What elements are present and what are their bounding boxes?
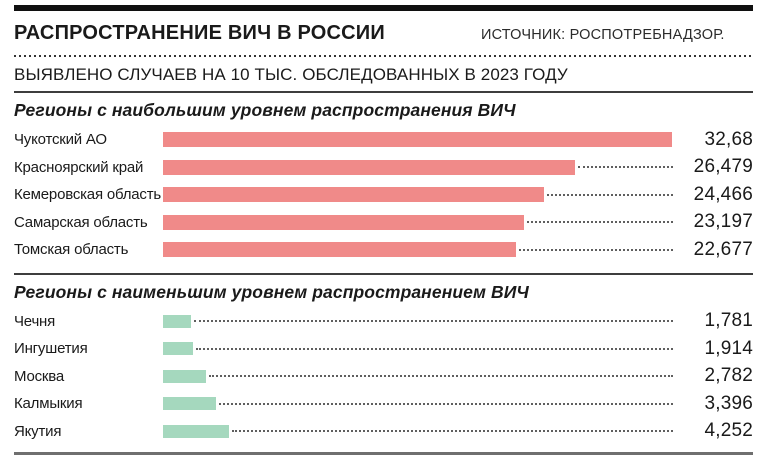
value-label: 22,677 <box>693 238 753 260</box>
chart-row: Томская область 22,677 <box>14 236 753 264</box>
separator-line <box>14 91 753 93</box>
value-bar <box>163 342 193 356</box>
dotted-separator <box>14 55 753 57</box>
region-label: Москва <box>14 367 65 385</box>
region-label: Ингушетия <box>14 340 88 358</box>
value-label: 2,782 <box>704 365 753 387</box>
value-bar <box>163 242 516 258</box>
chart-row: Чечня 1,781 <box>14 308 753 336</box>
region-label: Кемеровская область <box>14 186 161 204</box>
dotted-leader <box>209 375 673 378</box>
region-label: Томская область <box>14 241 129 259</box>
region-label: Чукотский АО <box>14 131 107 149</box>
dotted-leader <box>219 402 673 405</box>
chart-row: Самарская область 23,197 <box>14 209 753 237</box>
bar-area <box>163 342 679 356</box>
dotted-leader <box>519 248 673 251</box>
bar-area <box>163 187 679 203</box>
bar-area <box>163 214 679 230</box>
value-bar <box>163 159 575 175</box>
value-bar <box>163 187 544 203</box>
chart-row: Калмыкия 3,396 <box>14 390 753 418</box>
bar-area <box>163 159 679 175</box>
separator-line <box>14 272 753 275</box>
region-label: Красноярский край <box>14 158 144 176</box>
value-label: 24,466 <box>693 183 753 205</box>
value-label: 26,479 <box>693 156 753 178</box>
top-rule <box>14 5 753 11</box>
value-bar <box>163 214 524 230</box>
source-credit: ИСТОЧНИК: РОСПОТРЕБНАДЗОР. <box>480 27 725 43</box>
value-label: 23,197 <box>693 211 753 233</box>
section-title-lowest: Регионы с наименьшим уровнем распростран… <box>14 281 529 302</box>
chart-subtitle: ВЫЯВЛЕНО СЛУЧАЕВ НА 10 ТЫС. ОБСЛЕДОВАННЫ… <box>14 65 568 84</box>
chart-row: Якутия 4,252 <box>14 418 753 446</box>
dotted-leader <box>194 320 673 323</box>
value-label: 1,781 <box>704 310 753 332</box>
chart-row: Кемеровская область 24,466 <box>14 181 753 209</box>
section-lowest-regions: Регионы с наименьшим уровнем распростран… <box>14 282 753 446</box>
bar-area <box>163 397 679 411</box>
page-title: РАСПРОСТРАНЕНИЕ ВИЧ В РОССИИ <box>14 22 385 44</box>
header: РАСПРОСТРАНЕНИЕ ВИЧ В РОССИИ ИСТОЧНИК: Р… <box>14 22 753 48</box>
dotted-leader <box>527 221 673 224</box>
chart-row: Ингушетия 1,914 <box>14 335 753 363</box>
value-label: 1,914 <box>704 337 753 359</box>
bottom-rule <box>14 452 753 455</box>
bar-area <box>163 424 679 438</box>
value-bar <box>163 424 229 438</box>
value-bar <box>163 132 672 148</box>
bar-area <box>163 369 679 383</box>
value-bar <box>163 397 216 411</box>
value-label: 4,252 <box>704 420 753 442</box>
bar-rows-highest: Чукотский АО 32,68 Красноярский край 26,479… <box>14 126 753 264</box>
region-label: Калмыкия <box>14 395 83 413</box>
dotted-leader <box>232 430 673 433</box>
section-title-highest: Регионы с наибольшим уровнем распростран… <box>14 100 516 120</box>
section-highest-regions: Регионы с наибольшим уровнем распростран… <box>14 100 753 264</box>
value-bar <box>163 369 206 383</box>
value-label: 3,396 <box>704 392 753 414</box>
value-bar <box>163 314 191 328</box>
bar-area <box>163 242 679 258</box>
region-label: Самарская область <box>14 213 148 231</box>
value-label: 32,68 <box>704 128 753 150</box>
bar-area <box>163 314 679 328</box>
dotted-leader <box>578 166 673 169</box>
chart-row: Красноярский край 26,479 <box>14 154 753 182</box>
dotted-leader <box>196 347 673 350</box>
bar-area <box>163 132 679 148</box>
region-label: Чечня <box>14 312 56 330</box>
bar-rows-lowest: Чечня 1,781 Ингушетия 1,914 Москва 2,782 Калмы… <box>14 308 753 446</box>
chart-row: Москва 2,782 <box>14 363 753 391</box>
region-label: Якутия <box>14 422 62 440</box>
dotted-leader <box>547 193 673 196</box>
chart-row: Чукотский АО 32,68 <box>14 126 753 154</box>
